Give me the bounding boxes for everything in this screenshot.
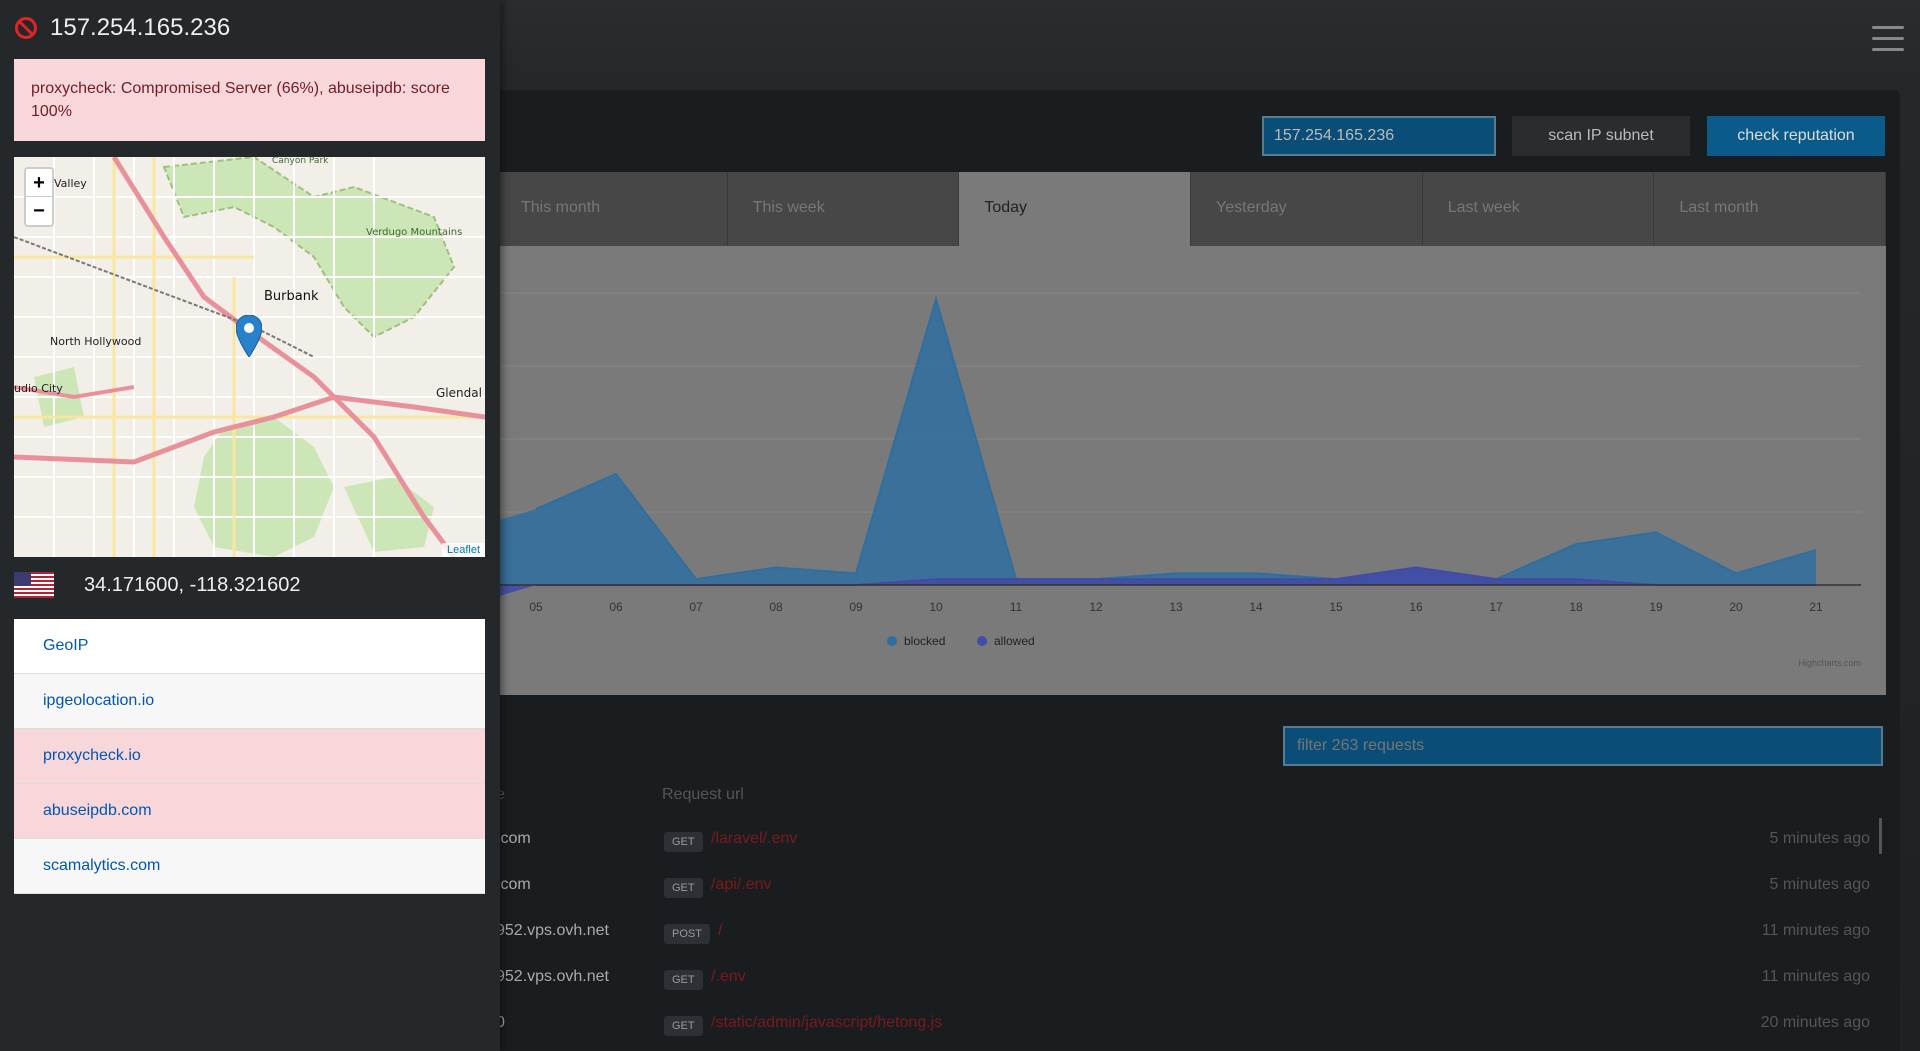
filter-requests-input[interactable] xyxy=(1283,726,1883,766)
request-time: 5 minutes ago xyxy=(1769,830,1870,847)
reputation-alert: proxycheck: Compromised Server (66%), ab… xyxy=(14,59,485,141)
x-tick-label: 08 xyxy=(769,600,783,614)
x-tick-label: 13 xyxy=(1169,600,1183,614)
lookup-links: GeoIP ipgeolocation.io proxycheck.io abu… xyxy=(14,619,485,894)
tab-this-week[interactable]: This week xyxy=(727,172,960,246)
svg-text:Valley: Valley xyxy=(54,177,87,190)
ban-icon xyxy=(15,17,37,39)
zoom-out-button[interactable]: − xyxy=(33,200,45,222)
x-tick-label: 05 xyxy=(529,600,543,614)
request-time: 20 minutes ago xyxy=(1760,1014,1870,1031)
request-row[interactable]: .com GET/laravel/.env 5 minutes ago xyxy=(496,818,1886,864)
x-tick-label: 16 xyxy=(1409,600,1423,614)
x-tick-label: 15 xyxy=(1329,600,1343,614)
hamburger-menu-icon[interactable] xyxy=(1872,26,1904,56)
x-tick-label: 18 xyxy=(1569,600,1583,614)
svg-text:Canyon Park: Canyon Park xyxy=(272,157,329,166)
legend-marker-allowed[interactable] xyxy=(977,636,987,646)
request-method-badge: GET xyxy=(664,1016,703,1036)
ip-title: 157.254.165.236 xyxy=(14,14,230,42)
map-marker-icon[interactable] xyxy=(236,315,262,357)
period-tabs: This month This week Today Yesterday Las… xyxy=(496,172,1887,246)
request-url-link[interactable]: /api/.env xyxy=(711,876,772,893)
request-method-badge: GET xyxy=(664,970,703,990)
request-method-badge: GET xyxy=(664,878,703,898)
request-row[interactable]: 952.vps.ovh.net GET /.env 11 minutes ago xyxy=(496,956,1886,1002)
link-scamalytics[interactable]: scamalytics.com xyxy=(14,839,485,894)
legend-label-blocked[interactable]: blocked xyxy=(904,634,945,648)
link-ipgeolocation[interactable]: ipgeolocation.io xyxy=(14,674,485,729)
request-url-link[interactable]: / xyxy=(718,922,723,939)
column-header-url: Request url xyxy=(662,786,744,803)
coordinates-row: 34.171600, -118.321602 xyxy=(14,572,301,598)
request-url-link[interactable]: /static/admin/javascript/hetong.js xyxy=(711,1014,943,1031)
x-tick-label: 19 xyxy=(1649,600,1663,614)
check-reputation-button[interactable]: check reputation xyxy=(1707,116,1885,156)
series-area-blocked xyxy=(496,298,1816,585)
x-tick-label: 14 xyxy=(1249,600,1263,614)
request-time: 11 minutes ago xyxy=(1761,968,1870,985)
x-tick-label: 09 xyxy=(849,600,863,614)
tab-yesterday[interactable]: Yesterday xyxy=(1191,172,1423,246)
series-area-allowed xyxy=(496,567,1816,597)
legend-label-allowed[interactable]: allowed xyxy=(994,634,1035,648)
us-flag-icon xyxy=(14,572,54,598)
request-row[interactable]: .com GET/api/.env 5 minutes ago xyxy=(496,864,1886,910)
request-url-link[interactable]: /.env xyxy=(711,968,746,985)
link-geoip[interactable]: GeoIP xyxy=(14,619,485,674)
requests-chart: 05 06 07 08 09 10 11 12 13 14 15 16 17 18 19 20 21 blocke… xyxy=(496,246,1886,695)
scrollbar[interactable] xyxy=(1879,818,1882,854)
coordinates: 34.171600, -118.321602 xyxy=(84,573,301,596)
ip-address: 157.254.165.236 xyxy=(50,14,231,41)
request-method-badge: POST xyxy=(664,924,710,944)
svg-text:udio City: udio City xyxy=(14,382,63,395)
tab-today[interactable]: Today xyxy=(959,172,1192,246)
request-time: 5 minutes ago xyxy=(1769,876,1870,893)
chart-svg: 05 06 07 08 09 10 11 12 13 14 15 16 17 18 19 20 21 blocke… xyxy=(496,292,1861,668)
svg-text:Verdugo Mountains: Verdugo Mountains xyxy=(366,227,462,238)
request-host: 952.vps.ovh.net xyxy=(496,922,609,939)
link-abuseipdb[interactable]: abuseipdb.com xyxy=(14,784,485,839)
link-proxycheck[interactable]: proxycheck.io xyxy=(14,729,485,784)
x-tick-label: 06 xyxy=(609,600,623,614)
request-row[interactable]: 952.vps.ovh.net POST / 11 minutes ago xyxy=(496,910,1886,956)
request-host: 952.vps.ovh.net xyxy=(496,968,609,985)
x-tick-label: 21 xyxy=(1809,600,1823,614)
svg-text:Burbank: Burbank xyxy=(264,289,319,304)
x-tick-label: 20 xyxy=(1729,600,1743,614)
request-host: 0 xyxy=(496,1014,505,1031)
x-tick-label: 10 xyxy=(929,600,943,614)
map-zoom-control: + − xyxy=(24,167,54,227)
request-time: 11 minutes ago xyxy=(1761,922,1870,939)
request-host: .com xyxy=(496,876,531,893)
request-row[interactable]: 0 GET/static/admin/javascript/hetong.js 20… xyxy=(496,1002,1886,1048)
location-map[interactable]: Valley Canyon Park Verdugo Mountains Bur… xyxy=(14,157,485,557)
request-host: .com xyxy=(496,830,531,847)
ip-input[interactable] xyxy=(1262,116,1496,156)
x-tick-label: 12 xyxy=(1089,600,1103,614)
tab-last-month[interactable]: Last month xyxy=(1654,172,1887,246)
svg-text:North Hollywood: North Hollywood xyxy=(50,335,141,348)
leaflet-attribution-link[interactable]: Leaflet xyxy=(441,543,485,557)
x-tick-label: 11 xyxy=(1010,600,1023,614)
request-method-badge: GET xyxy=(664,832,703,852)
chart-credit[interactable]: Highcharts.com xyxy=(1798,658,1861,668)
svg-text:Glendal: Glendal xyxy=(436,386,482,400)
x-tick-label: 17 xyxy=(1489,600,1503,614)
legend-marker-blocked[interactable] xyxy=(887,636,897,646)
tab-last-week[interactable]: Last week xyxy=(1422,172,1655,246)
x-tick-label: 07 xyxy=(689,600,703,614)
column-header-host: e xyxy=(496,786,505,803)
ip-details-sidebar: 157.254.165.236 proxycheck: Compromised … xyxy=(0,0,500,1051)
scan-subnet-button[interactable]: scan IP subnet xyxy=(1512,116,1690,156)
tab-this-month[interactable]: This month xyxy=(496,172,728,246)
map-tiles: Valley Canyon Park Verdugo Mountains Bur… xyxy=(14,157,485,557)
zoom-in-button[interactable]: + xyxy=(26,169,52,197)
request-url-link[interactable]: /laravel/.env xyxy=(711,830,798,847)
